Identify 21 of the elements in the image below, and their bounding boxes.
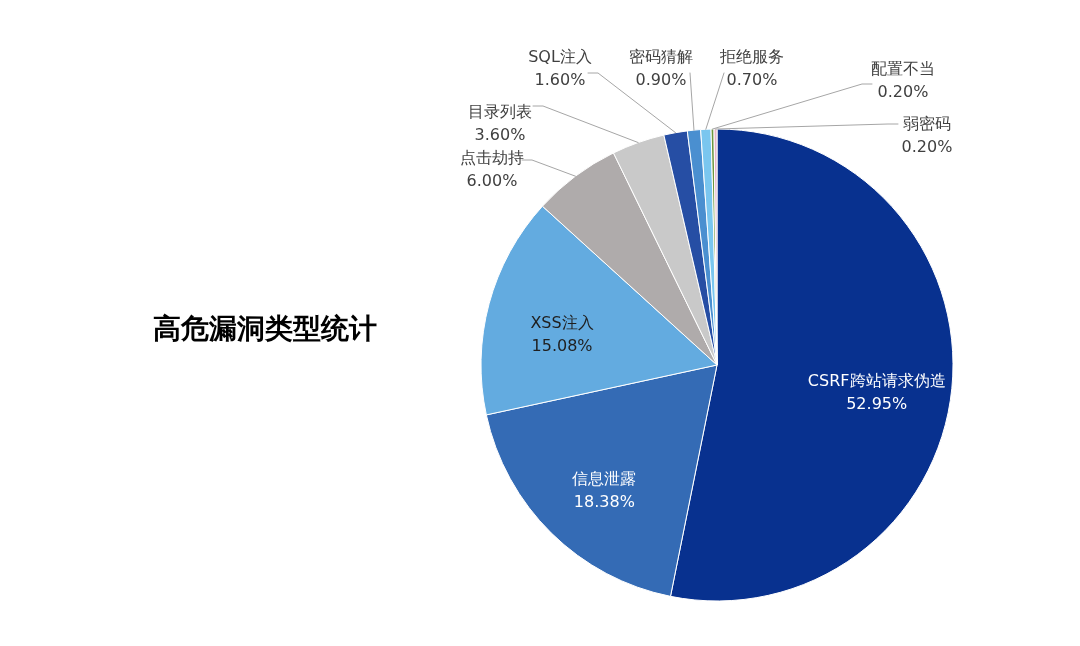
slice-label: 信息泄露 — [572, 469, 637, 489]
slice-label: 目录列表 — [468, 102, 532, 121]
slice-label: 配置不当 — [871, 59, 935, 78]
slice-label: CSRF跨站请求伪造 — [807, 370, 946, 390]
data-label: 0.20% — [877, 82, 929, 101]
data-label: 1.60% — [534, 70, 586, 89]
data-label: 0.90% — [635, 70, 687, 89]
data-label: 3.60% — [474, 125, 526, 144]
slice-label: SQL注入 — [528, 47, 592, 66]
slice-label: XSS注入 — [530, 313, 594, 333]
slice-label: 拒绝服务 — [719, 47, 784, 66]
data-label: 0.20% — [901, 137, 953, 156]
data-label: 52.95% — [846, 393, 908, 413]
text: 高危漏洞类型统计 — [153, 312, 377, 345]
slice-label: 弱密码 — [903, 114, 951, 133]
data-label: 6.00% — [466, 171, 518, 190]
data-label: 18.38% — [573, 492, 635, 512]
data-label: 0.70% — [726, 70, 778, 89]
slice-label: 点击劫持 — [460, 148, 524, 167]
slice-label: 密码猜解 — [629, 47, 693, 66]
data-label: 15.08% — [531, 336, 593, 356]
